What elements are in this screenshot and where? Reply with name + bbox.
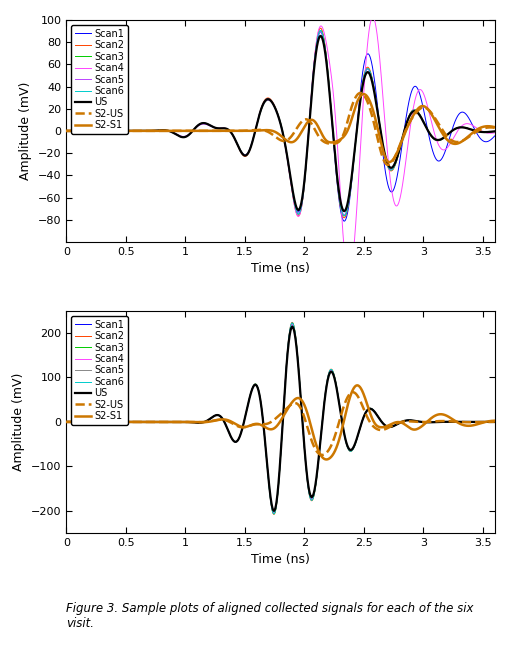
Y-axis label: Amplitude (mV): Amplitude (mV) — [12, 373, 25, 471]
Legend: Scan1, Scan2, Scan3, Scan4, Scan5, Scan6, US, S2-US, S2-S1: Scan1, Scan2, Scan3, Scan4, Scan5, Scan6… — [71, 25, 128, 134]
X-axis label: Time (ns): Time (ns) — [250, 262, 309, 276]
Legend: Scan1, Scan2, Scan3, Scan4, Scan5, Scan6, US, S2-US, S2-S1: Scan1, Scan2, Scan3, Scan4, Scan5, Scan6… — [71, 316, 128, 425]
Text: Figure 3. Sample plots of aligned collected signals for each of the six
visit.: Figure 3. Sample plots of aligned collec… — [66, 602, 473, 630]
X-axis label: Time (ns): Time (ns) — [250, 553, 309, 566]
Y-axis label: Amplitude (mV): Amplitude (mV) — [19, 82, 32, 180]
